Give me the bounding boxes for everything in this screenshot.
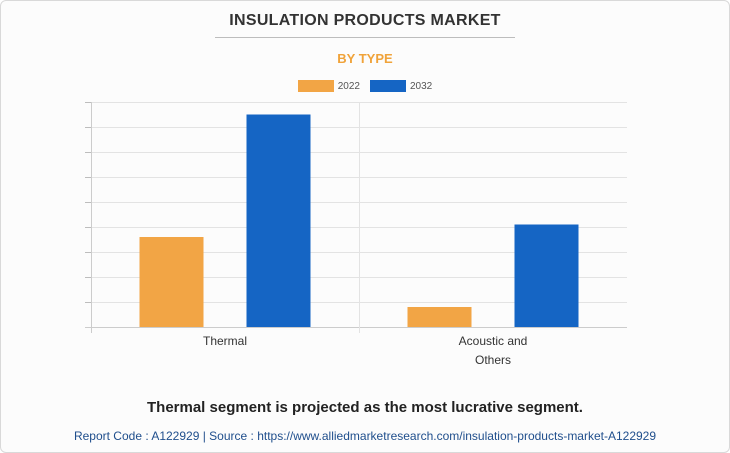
bar-2032-2 (514, 224, 579, 327)
bar-2022-1 (139, 237, 204, 327)
takeaway-text: Thermal segment is projected as the most… (147, 399, 583, 416)
legend-item-2032: 2032 (370, 80, 432, 92)
legend-item-2022: 2022 (297, 80, 360, 92)
legend-swatch-2032 (370, 80, 406, 92)
legend-label-2032: 2032 (410, 80, 433, 92)
chart-title: INSULATION PRODUCTS MARKET (229, 12, 501, 29)
x-tick-label: Acoustic and Others (459, 334, 528, 367)
legend-label-2022: 2022 (337, 80, 360, 92)
x-tick-label-line: Acoustic and (459, 334, 528, 348)
bar-2022-2 (407, 307, 472, 327)
x-tick-label-line: Thermal (203, 334, 247, 348)
legend: 2022 2032 (0, 80, 730, 92)
legend-swatch-2022 (297, 80, 334, 92)
source-footer: Report Code : A122929 | Source : https:/… (73, 429, 657, 443)
chart-subtitle: BY TYPE (337, 51, 393, 66)
x-tick-label-line: Others (475, 353, 511, 367)
x-tick-label: Thermal (203, 334, 247, 348)
title-divider (215, 37, 515, 38)
bar-2032-1 (246, 114, 311, 327)
